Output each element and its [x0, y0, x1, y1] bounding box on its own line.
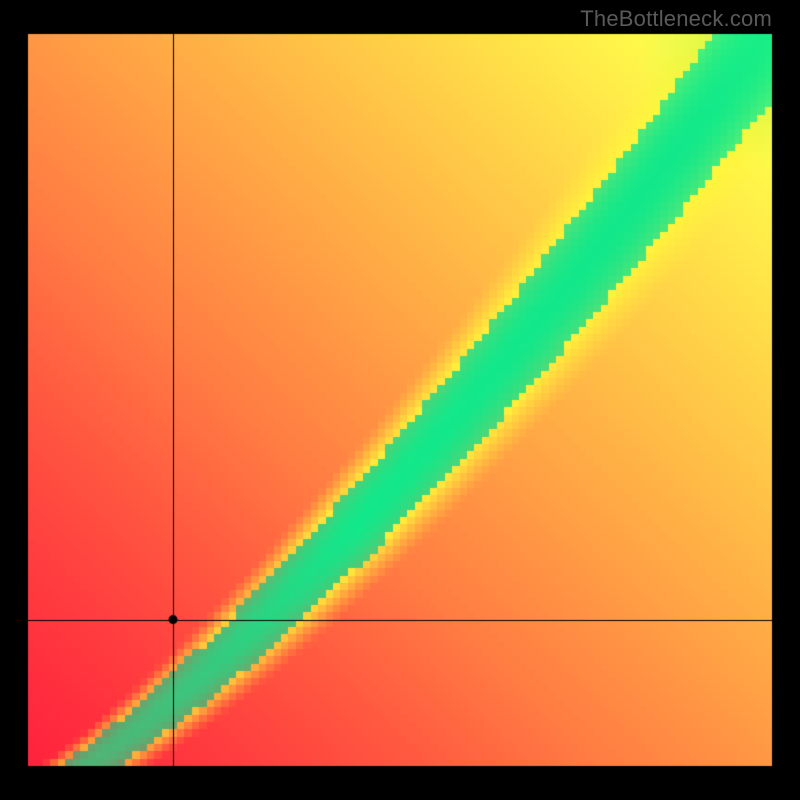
root: TheBottleneck.com	[0, 0, 800, 800]
watermark-text: TheBottleneck.com	[580, 6, 772, 32]
bottleneck-heatmap	[0, 0, 800, 800]
